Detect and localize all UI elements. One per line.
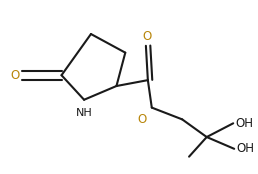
Text: O: O (142, 30, 151, 43)
Text: O: O (10, 69, 19, 82)
Text: OH: OH (236, 142, 254, 155)
Text: NH: NH (76, 108, 92, 118)
Text: O: O (138, 113, 147, 125)
Text: OH: OH (235, 117, 253, 130)
